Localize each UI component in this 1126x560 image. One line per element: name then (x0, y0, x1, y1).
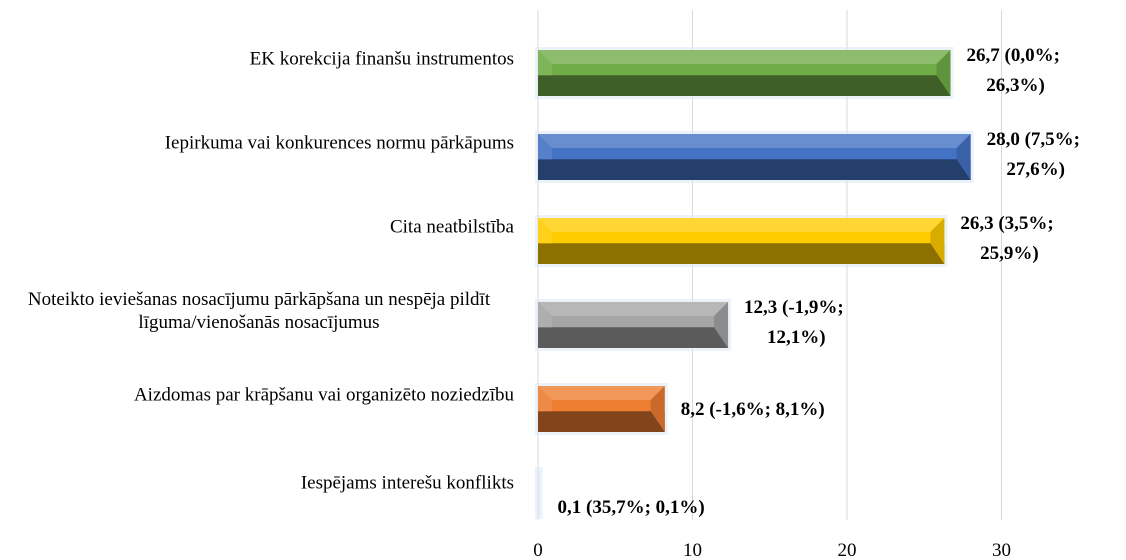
category-label: EK korekcija finanšu instrumentos (249, 48, 514, 70)
category-label-box: Cita neatbilstība (0, 216, 514, 239)
bar-shade (538, 327, 729, 348)
data-label-line: 26,3%) (982, 75, 1045, 96)
category-label-box: Noteikto ieviešanas nosacījumu pārkāpšan… (0, 288, 514, 334)
bar-edge (936, 50, 951, 96)
data-label-line: 27,6%) (1002, 159, 1065, 180)
bar-highlight (538, 218, 945, 232)
bar-edge (538, 302, 552, 328)
data-label: 0,1 (35,7%; 0,1%) (558, 497, 705, 518)
x-tick-label: 30 (992, 540, 1011, 560)
data-label: 12,3 (-1,9%; 12,1%) (744, 297, 844, 348)
bar-edge (714, 302, 729, 348)
data-label: 8,2 (-1,6%; 8,1%) (681, 399, 825, 420)
category-label-box: Iespējams interešu konflikts (0, 472, 514, 495)
bar-edge (956, 134, 971, 180)
bar-highlight (538, 134, 971, 148)
data-label-line: 26,3 (3,5%; (960, 213, 1053, 234)
category-label: Noteikto ieviešanas nosacījumu pārkāpšan… (27, 289, 491, 333)
bar-shade (538, 159, 971, 180)
bar-shade (538, 75, 951, 96)
data-label: 26,7 (0,0%; 26,3%) (967, 45, 1060, 96)
category-label: Aizdomas par krāpšanu vai organizēto noz… (133, 384, 514, 406)
bar-highlight (538, 386, 665, 400)
data-label: 28,0 (7,5%; 27,6%) (987, 129, 1080, 180)
bar-highlight (538, 302, 729, 316)
category-label: Cita neatbilstība (389, 216, 514, 238)
bar-shade (538, 243, 945, 264)
data-label-line: 25,9%) (975, 243, 1038, 264)
category-label-box: Iepirkuma vai konkurences normu pārkāpum… (0, 132, 514, 155)
data-label-line: 12,1%) (762, 327, 825, 348)
x-tick-label: 0 (533, 540, 543, 560)
bar (538, 470, 540, 516)
data-label-line: 12,3 (-1,9%; (744, 297, 844, 318)
bar-edge (538, 386, 552, 412)
bar-edge (650, 386, 665, 432)
bar-edge (930, 218, 945, 264)
x-tick-label: 10 (683, 540, 702, 560)
data-label: 26,3 (3,5%; 25,9%) (960, 213, 1053, 264)
bar-shade (538, 411, 665, 432)
category-label-box: Aizdomas par krāpšanu vai organizēto noz… (0, 384, 514, 407)
data-label-line: 28,0 (7,5%; (987, 129, 1080, 150)
bar-edge (538, 134, 552, 160)
bar-highlight (538, 50, 951, 64)
x-tick-label: 20 (838, 540, 857, 560)
category-label-box: EK korekcija finanšu instrumentos (0, 48, 514, 71)
data-label-line: 26,7 (0,0%; (967, 45, 1060, 66)
bar-edge (538, 218, 552, 244)
bar-edge (538, 50, 552, 76)
category-label: Iepirkuma vai konkurences normu pārkāpum… (164, 132, 514, 154)
category-label: Iespējams interešu konflikts (300, 472, 514, 494)
